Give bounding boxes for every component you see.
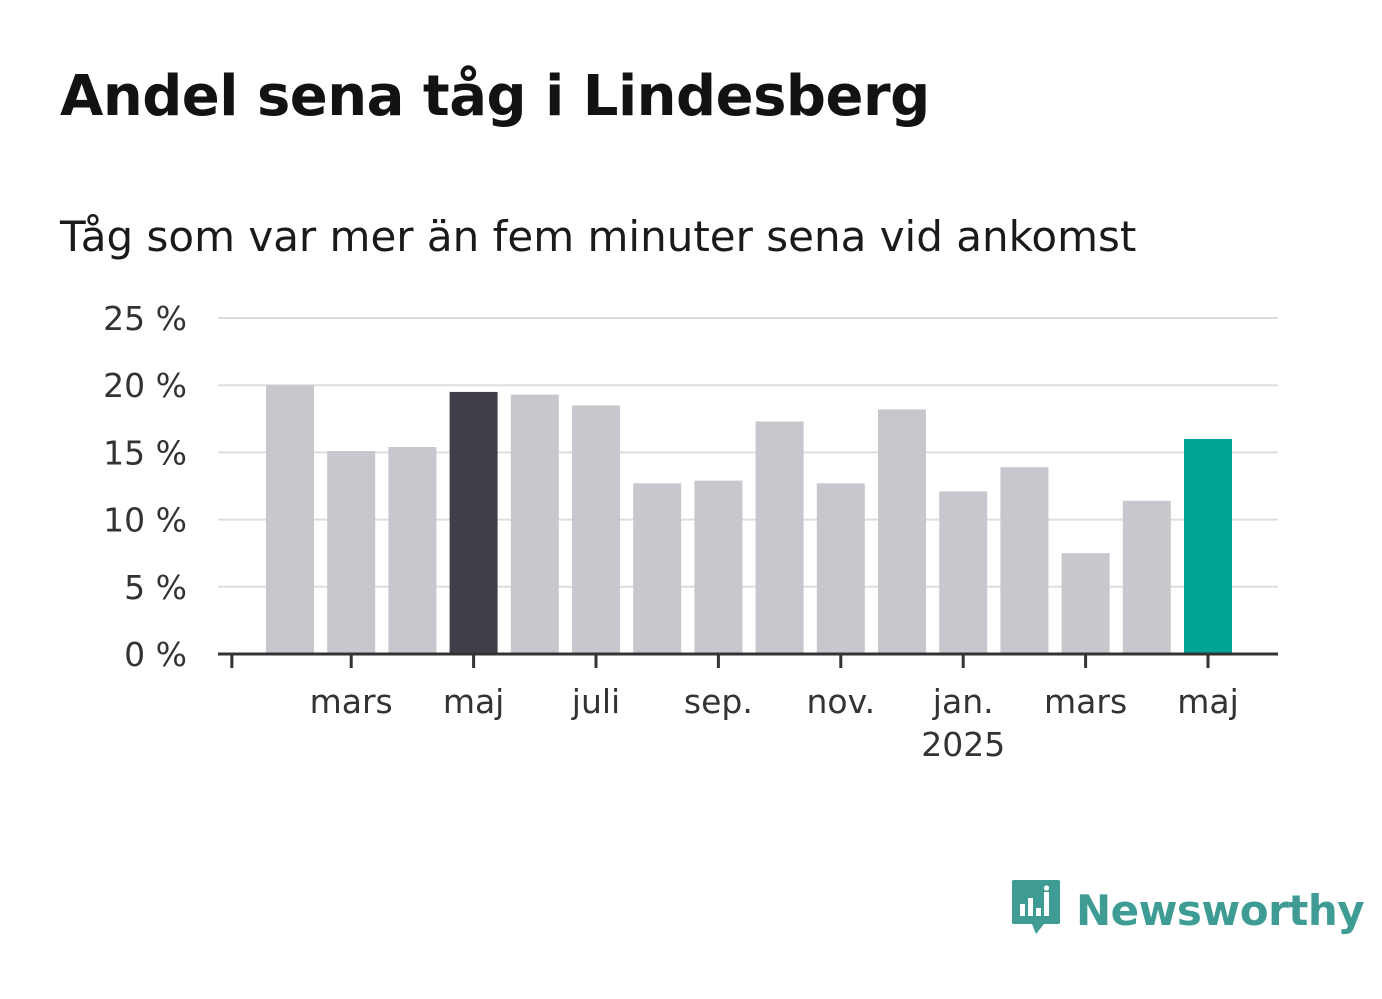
- x-tick-label: nov.: [807, 682, 876, 721]
- bar: [1122, 500, 1171, 654]
- logo-text: Newsworthy: [1076, 886, 1365, 935]
- bar-chart-speech-bubble-icon: [1010, 878, 1062, 943]
- bar: [449, 391, 498, 654]
- x-tick-label: sep.: [684, 682, 753, 721]
- x-tick-label: mars: [1044, 682, 1127, 721]
- x-tick-label: maj: [443, 682, 505, 721]
- bar: [816, 483, 865, 654]
- bar: [755, 421, 804, 654]
- bar: [388, 447, 437, 654]
- bars: [266, 385, 1232, 654]
- bar: [572, 405, 620, 654]
- bar: [633, 483, 682, 654]
- y-tick-label: 15 %: [103, 433, 187, 472]
- x-tick-label: maj: [1177, 682, 1239, 721]
- bar: [694, 480, 743, 654]
- y-tick-label: 0 %: [124, 635, 187, 674]
- newsworthy-logo: Newsworthy: [1010, 878, 1365, 943]
- chart-title: Andel sena tåg i Lindesberg: [60, 64, 930, 129]
- grid-lines: [218, 317, 1278, 588]
- x-tick-label: jan.: [932, 682, 994, 721]
- bar: [1000, 467, 1049, 654]
- y-axis-labels: 0 % 5 % 10 % 15 % 20 % 25 %: [103, 299, 187, 674]
- bar: [1184, 438, 1232, 654]
- y-tick-label: 20 %: [103, 366, 187, 405]
- chart-subtitle: Tåg som var mer än fem minuter sena vid …: [60, 212, 1137, 261]
- y-tick-label: 10 %: [103, 501, 187, 540]
- y-tick-label: 25 %: [103, 299, 187, 338]
- x-tick-year-label: 2025: [921, 725, 1005, 764]
- bar: [510, 394, 559, 654]
- x-tick-label: juli: [571, 682, 620, 721]
- x-axis-labels: mars maj juli sep. nov. jan. 2025 mars maj: [310, 682, 1239, 764]
- x-axis: [218, 652, 1278, 668]
- bar: [1061, 553, 1110, 654]
- bar: [939, 491, 988, 654]
- bar: [878, 409, 926, 654]
- y-tick-label: 5 %: [124, 568, 187, 607]
- bar: [266, 385, 314, 654]
- bar: [327, 451, 376, 654]
- x-tick-label: mars: [310, 682, 393, 721]
